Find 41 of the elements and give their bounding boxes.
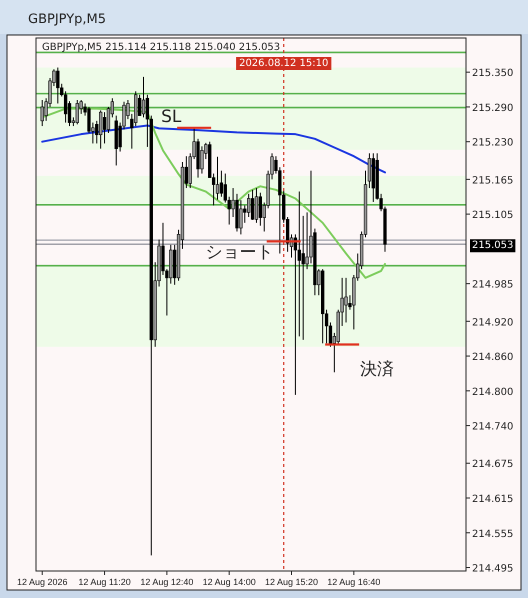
y-tick-label: 214.920: [472, 317, 514, 328]
y-tick-label: 215.105: [472, 210, 514, 222]
x-tick-label: 12 Aug 12:40: [140, 577, 194, 587]
candlestick: [294, 234, 298, 396]
x-tick-label: 12 Aug 16:40: [327, 577, 380, 587]
ref-line-label: 2026.08.12 15:10: [239, 58, 328, 69]
candlestick: [254, 188, 258, 224]
candlestick: [142, 76, 146, 118]
candlestick: [87, 106, 91, 134]
y-tick-label: 214.495: [472, 564, 514, 575]
annotation: ショート: [206, 242, 274, 262]
y-tick-label: 214.675: [472, 459, 514, 470]
y-tick-label: 214.985: [472, 280, 514, 291]
candlestick: [102, 112, 106, 144]
candlestick: [64, 90, 68, 124]
chart-title: GBPJPYp,M5: [28, 12, 106, 27]
x-tick-label: 12 Aug 11:20: [78, 577, 131, 587]
x-tick-label: 12 Aug 2026: [16, 577, 68, 587]
y-tick-label: 214.740: [472, 422, 514, 433]
annotation: SL: [161, 106, 182, 127]
chart-subtitle: GBPJPYp,M5 215.114 215.118 215.040 215.053: [42, 42, 280, 53]
candlestick: [250, 189, 254, 220]
y-tick-label: 215.165: [472, 175, 514, 186]
y-tick-label: 214.800: [472, 386, 514, 398]
y-tick-label: 215.230: [472, 138, 514, 149]
y-tick-label: 215.350: [472, 68, 514, 80]
candlestick: [40, 99, 44, 127]
ref-line-label: 215.053: [472, 240, 514, 252]
y-tick-label: 214.860: [472, 352, 514, 364]
candlestick: [98, 110, 102, 150]
y-tick-label: 215.290: [472, 102, 514, 114]
candlestick: [344, 277, 348, 323]
candlestick: [56, 67, 60, 104]
x-tick-label: 12 Aug 15:20: [264, 577, 318, 587]
candlestick: [76, 99, 79, 125]
y-tick-label: 214.615: [472, 494, 514, 505]
x-tick-label: 12 Aug 14:00: [202, 577, 256, 587]
y-tick-label: 214.555: [472, 528, 514, 540]
candlestick: [239, 200, 243, 235]
annotation: 決済: [360, 359, 394, 380]
candlestick: [200, 146, 204, 174]
